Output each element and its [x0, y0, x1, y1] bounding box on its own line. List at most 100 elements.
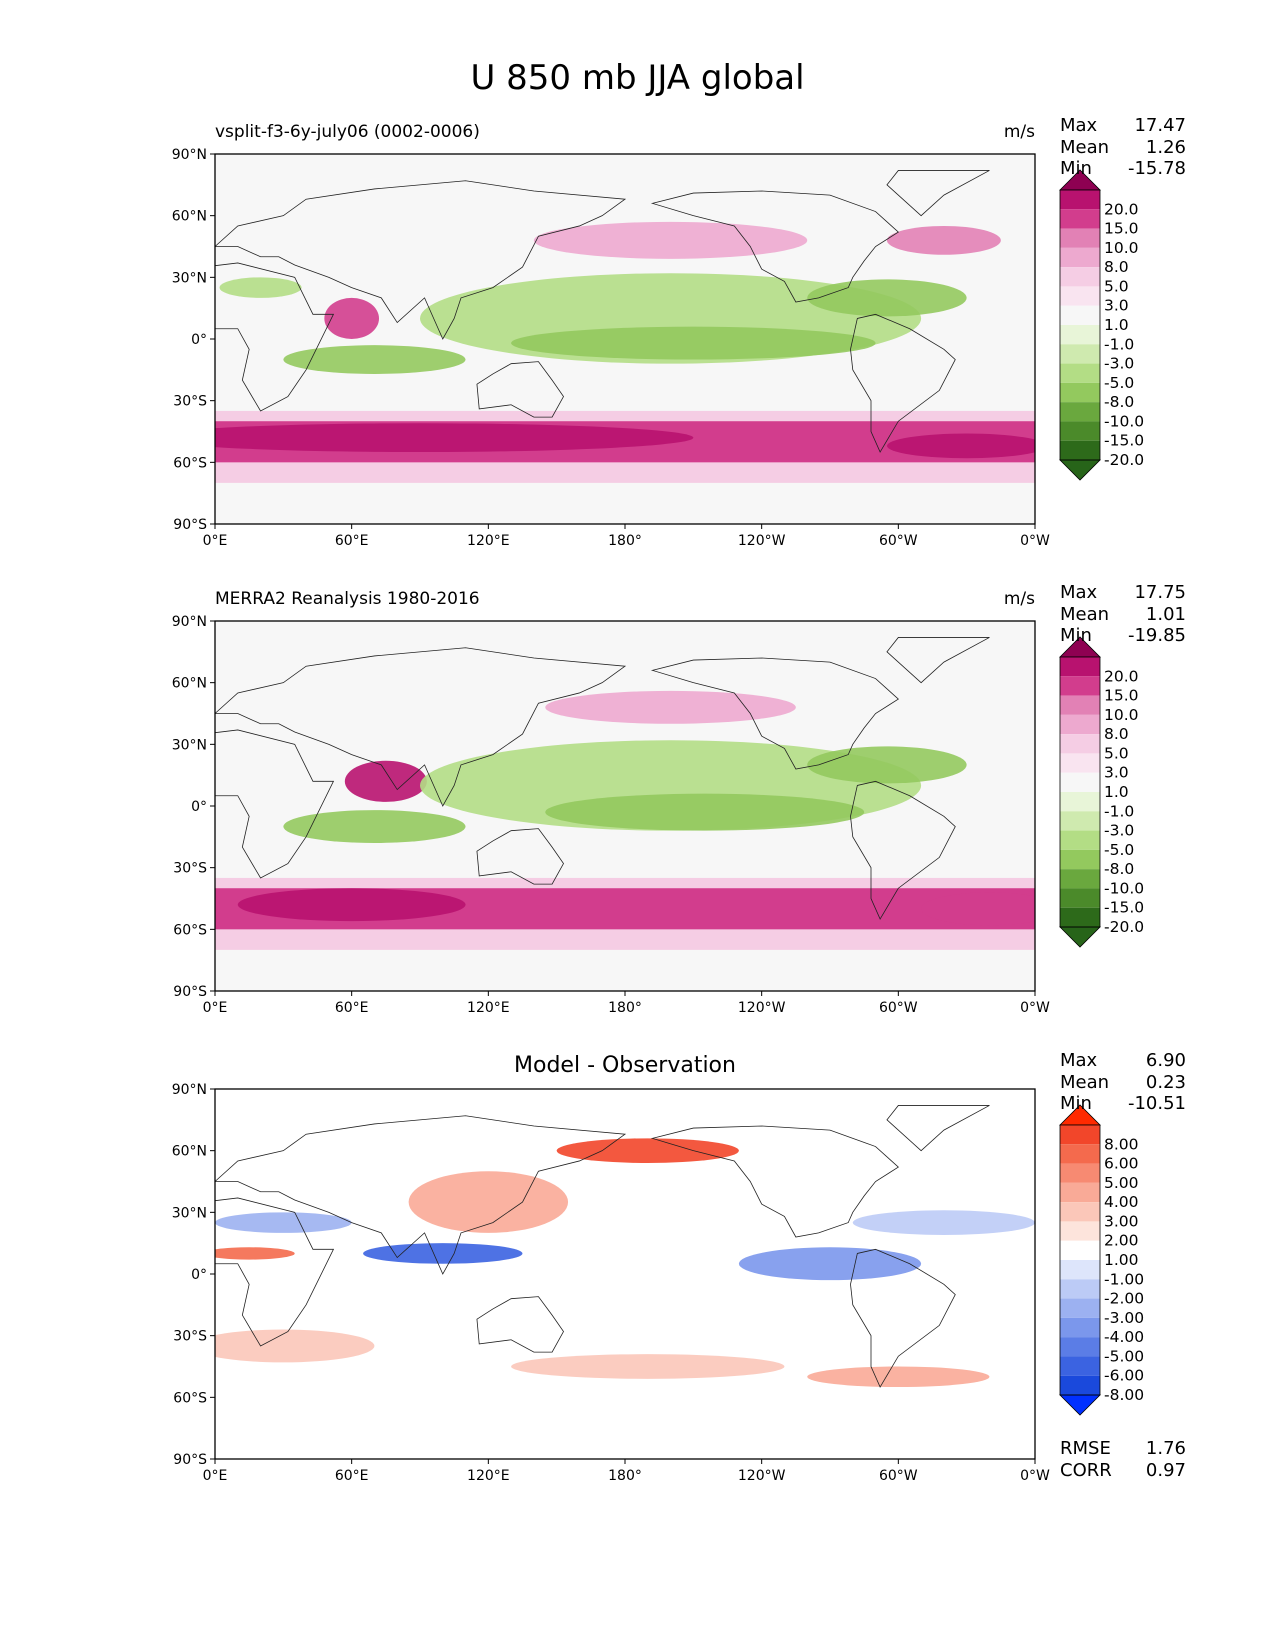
y-tick-label: 90°S [173, 984, 207, 1000]
mean-label: Mean [1060, 1071, 1110, 1093]
colorbar-label: 15.0 [1104, 220, 1139, 238]
mean-value: 1.26 [1145, 136, 1186, 158]
panel-stats: Max 17.47 Mean 1.26 Min -15.78 [1060, 115, 1186, 180]
colorbar-swatch [1060, 1163, 1100, 1183]
field-contour [215, 423, 694, 453]
field-contour [344, 760, 427, 802]
colorbar-label: -1.0 [1104, 335, 1134, 353]
panel-left-label: vsplit-f3-6y-july06 (0002-0006) [215, 122, 480, 142]
colorbar-swatch [1060, 1221, 1100, 1241]
colorbar-label: 2.00 [1104, 1232, 1139, 1250]
colorbar-swatch [1060, 382, 1100, 403]
field-contour [283, 345, 466, 374]
coastline [476, 361, 564, 418]
x-tick-label: 180° [608, 1468, 642, 1484]
panel-units-label: m/s [1003, 122, 1035, 142]
map-panel: 0°E 60°E 120°E 180° 120°W 60°W 0°W 90°N 60°N 30°N… [172, 147, 1144, 549]
coastline [850, 1248, 956, 1388]
rmse-value: 1.76 [1145, 1438, 1186, 1459]
x-tick-label: 120°W [738, 1000, 786, 1016]
mean-label: Mean [1060, 603, 1110, 625]
colorbar-label: 8.00 [1104, 1135, 1139, 1153]
max-value: 17.75 [1134, 582, 1186, 603]
x-tick-label: 0°E [203, 1000, 228, 1016]
coastline [850, 313, 956, 453]
x-tick-label: 120°W [738, 1468, 786, 1484]
colorbar-swatch [1060, 1202, 1100, 1222]
x-tick-label: 60°E [335, 1000, 369, 1016]
colorbar-label: -20.0 [1104, 451, 1144, 469]
y-tick-label: 60°N [172, 1144, 207, 1160]
colorbar-label: -3.00 [1104, 1309, 1144, 1327]
colorbar-label: 5.00 [1104, 1174, 1139, 1192]
colorbar-label: -4.00 [1104, 1328, 1144, 1346]
y-tick-label: 30°N [172, 737, 207, 753]
colorbar-swatch [1060, 1260, 1100, 1280]
colorbar-label: 1.0 [1104, 316, 1129, 334]
coastline [650, 1125, 899, 1238]
y-tick-label: 60°S [173, 922, 207, 938]
y-tick-label: 90°N [172, 1082, 207, 1098]
x-tick-label: 60°W [879, 1468, 918, 1484]
colorbar-swatch [1060, 714, 1100, 735]
colorbar-label: -1.0 [1104, 802, 1134, 820]
colorbar-frame [1059, 1124, 1101, 1396]
colorbar-swatch [1060, 209, 1100, 229]
coastline [215, 262, 335, 412]
colorbar-label: 1.0 [1104, 783, 1129, 801]
colorbar-swatch [1060, 849, 1100, 870]
mean-label: Mean [1060, 136, 1110, 158]
x-tick-label: 60°W [879, 1000, 918, 1016]
colorbar-swatch [1060, 1337, 1100, 1357]
colorbar-swatch [1060, 753, 1100, 773]
colorbar-swatch [1060, 888, 1100, 908]
colorbar-label: -8.0 [1104, 860, 1134, 878]
y-tick-label: 60°N [172, 676, 207, 692]
field-contour [807, 1366, 990, 1388]
min-value: -19.85 [1127, 625, 1186, 646]
x-tick-label: 0°W [1020, 1468, 1050, 1484]
colorbar-label: 4.00 [1104, 1193, 1139, 1211]
colorbar-label: 3.0 [1104, 764, 1129, 782]
y-tick-label: 60°S [173, 1390, 207, 1406]
colorbar-swatch [1060, 695, 1100, 715]
y-tick-label: 0° [191, 799, 207, 815]
panel-stats: Max 6.90 Mean 0.23 Min -10.51 [1060, 1050, 1186, 1115]
colorbar-swatch [1060, 792, 1100, 812]
panel-observation: MERRA2 Reanalysis 1980-2016 m/s 0°E 60°E 1… [0, 582, 1275, 1025]
colorbar-swatch [1060, 267, 1100, 287]
y-tick-label: 90°N [172, 614, 207, 630]
colorbar-label: 6.00 [1104, 1155, 1139, 1173]
min-value: -10.51 [1127, 1093, 1186, 1114]
max-label: Max [1060, 115, 1098, 136]
min-label: Min [1060, 625, 1092, 646]
colorbar-label: -5.00 [1104, 1347, 1144, 1365]
colorbar-swatch [1060, 1317, 1100, 1338]
colorbar-label: 10.0 [1104, 239, 1139, 257]
field-contour [556, 1138, 739, 1163]
min-value: -15.78 [1127, 158, 1186, 179]
field-contour [738, 1247, 922, 1281]
colorbar-swatch [1060, 830, 1100, 850]
colorbar-swatch [1060, 657, 1100, 677]
colorbar-swatch [1060, 363, 1100, 383]
mean-value: 1.01 [1145, 603, 1186, 625]
colorbar-label: 3.00 [1104, 1212, 1139, 1230]
field-contour [237, 888, 466, 922]
y-tick-label: 90°N [172, 147, 207, 163]
colorbar-swatch [1060, 1356, 1100, 1376]
field-contour [511, 326, 876, 360]
coastline [476, 828, 564, 885]
field-contour [852, 1210, 1035, 1235]
y-tick-label: 0° [191, 1267, 207, 1283]
y-tick-label: 30°S [173, 1329, 207, 1345]
x-tick-label: 180° [608, 1000, 642, 1016]
field-contour [545, 793, 865, 831]
panel-model: vsplit-f3-6y-july06 (0002-0006) m/s 0°E 6… [0, 115, 1275, 558]
x-tick-label: 60°E [335, 1468, 369, 1484]
colorbar-swatch [1060, 305, 1100, 325]
colorbar-label: -1.00 [1104, 1270, 1144, 1288]
colorbar-swatch [1060, 344, 1100, 364]
colorbar-label: -3.0 [1104, 822, 1134, 840]
colorbar-swatch [1060, 402, 1100, 422]
